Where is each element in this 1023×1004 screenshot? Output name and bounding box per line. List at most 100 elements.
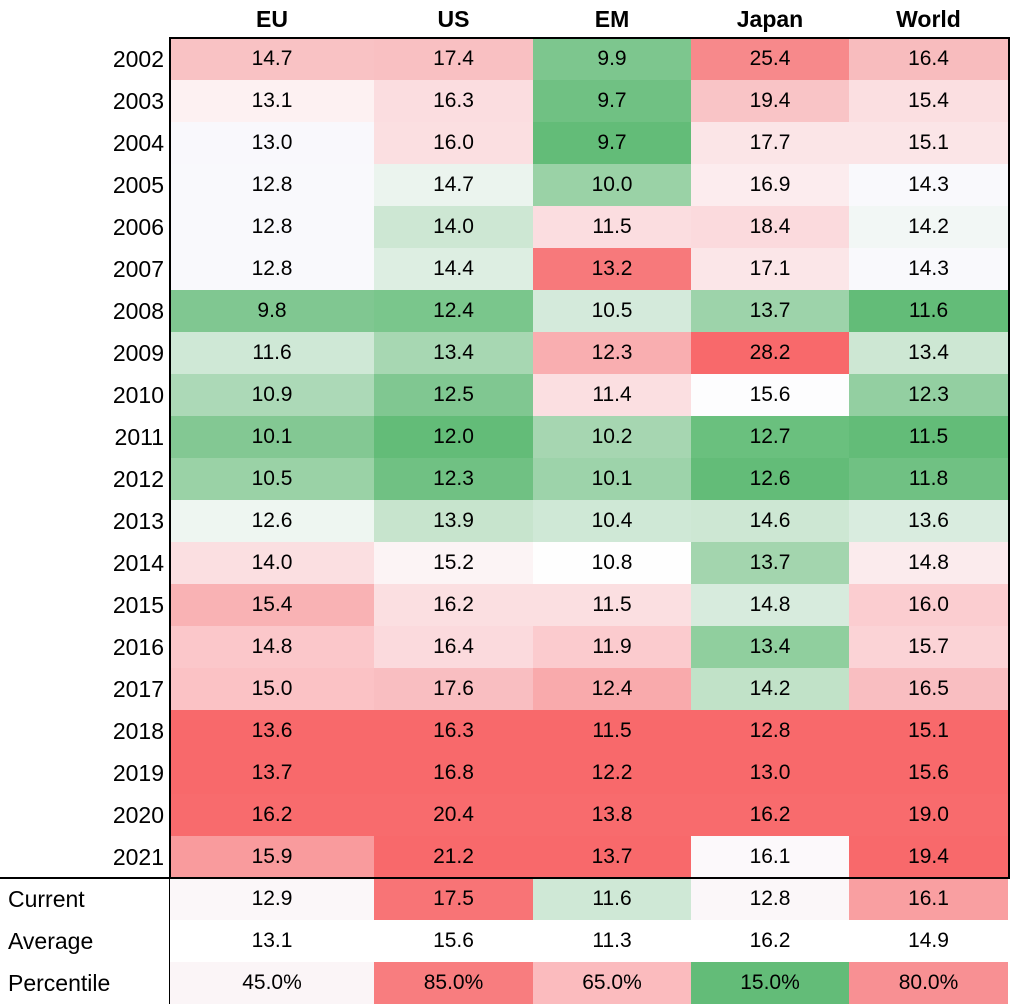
heatmap-cell: 16.4: [374, 626, 533, 668]
heatmap-cell: 12.8: [691, 710, 849, 752]
heatmap-cell: 28.2: [691, 332, 849, 374]
heatmap-cell: 15.1: [849, 122, 1008, 164]
heatmap-cell: 11.6: [849, 290, 1008, 332]
heatmap-cell: 12.3: [533, 332, 691, 374]
heatmap-cell: 10.8: [533, 542, 691, 584]
heatmap-cell: 12.7: [691, 416, 849, 458]
heatmap-cell: 12.2: [533, 752, 691, 794]
column-header-em: EM: [594, 6, 630, 32]
summary-cell: 45.0%: [170, 962, 374, 1004]
heatmap-cell: 9.7: [533, 122, 691, 164]
heatmap-cell: 10.4: [533, 500, 691, 542]
heatmap-cell: 14.8: [691, 584, 849, 626]
row-label-2004: 2004: [112, 130, 164, 156]
heatmap-cell: 11.4: [533, 374, 691, 416]
summary-label-current: Current: [8, 886, 85, 912]
row-label-2003: 2003: [112, 88, 164, 114]
heatmap-cell: 16.2: [170, 794, 374, 836]
heatmap-cell: 13.7: [691, 290, 849, 332]
heatmap-cell: 15.4: [849, 80, 1008, 122]
row-label-2017: 2017: [112, 676, 164, 702]
heatmap-cell: 12.6: [691, 458, 849, 500]
heatmap-cell: 11.5: [533, 710, 691, 752]
heatmap-cell: 13.2: [533, 248, 691, 290]
heatmap-cell: 19.4: [691, 80, 849, 122]
heatmap-cell: 10.5: [533, 290, 691, 332]
heatmap-cell: 16.2: [374, 584, 533, 626]
heatmap-cell: 21.2: [374, 836, 533, 878]
heatmap-cell: 11.9: [533, 626, 691, 668]
summary-cell: 12.9: [170, 878, 374, 920]
heatmap-cell: 16.3: [374, 80, 533, 122]
heatmap-cell: 13.4: [849, 332, 1008, 374]
table-border-left: [169, 37, 171, 878]
column-header-world: World: [896, 6, 961, 32]
summary-cell: 15.0%: [691, 962, 849, 1004]
heatmap-cell: 13.8: [533, 794, 691, 836]
heatmap-cell: 16.4: [849, 38, 1008, 80]
heatmap-cell: 10.9: [170, 374, 374, 416]
row-label-2006: 2006: [112, 214, 164, 240]
heatmap-cell: 13.4: [374, 332, 533, 374]
table-border-right: [1008, 37, 1010, 878]
heatmap-cell: 15.6: [849, 752, 1008, 794]
heatmap-cell: 14.3: [849, 164, 1008, 206]
heatmap-cell: 16.2: [691, 794, 849, 836]
summary-cell: 17.5: [374, 878, 533, 920]
heatmap-cell: 11.5: [533, 584, 691, 626]
heatmap-cell: 13.0: [170, 122, 374, 164]
row-label-2021: 2021: [112, 844, 164, 870]
summary-cell: 13.1: [170, 920, 374, 962]
summary-cell: 65.0%: [533, 962, 691, 1004]
heatmap-cell: 13.6: [170, 710, 374, 752]
heatmap-cell: 14.7: [170, 38, 374, 80]
heatmap-cell: 14.8: [170, 626, 374, 668]
row-label-2018: 2018: [112, 718, 164, 744]
heatmap-cell: 15.2: [374, 542, 533, 584]
heatmap-cell: 15.9: [170, 836, 374, 878]
row-label-2019: 2019: [112, 760, 164, 786]
heatmap-cell: 9.8: [170, 290, 374, 332]
heatmap-cell: 16.5: [849, 668, 1008, 710]
summary-label-percentile: Percentile: [8, 970, 111, 996]
heatmap-cell: 17.1: [691, 248, 849, 290]
heatmap-cell: 12.0: [374, 416, 533, 458]
heatmap-cell: 25.4: [691, 38, 849, 80]
heatmap-cell: 13.1: [170, 80, 374, 122]
row-label-2008: 2008: [112, 298, 164, 324]
heatmap-cell: 14.8: [849, 542, 1008, 584]
summary-cell: 85.0%: [374, 962, 533, 1004]
heatmap-cell: 15.1: [849, 710, 1008, 752]
heatmap-cell: 9.7: [533, 80, 691, 122]
heatmap-cell: 15.0: [170, 668, 374, 710]
heatmap-cell: 16.1: [691, 836, 849, 878]
heatmap-cell: 18.4: [691, 206, 849, 248]
heatmap-cell: 11.8: [849, 458, 1008, 500]
heatmap-cell: 12.8: [170, 206, 374, 248]
heatmap-cell: 16.3: [374, 710, 533, 752]
heatmap-cell: 12.8: [170, 164, 374, 206]
column-header-japan: Japan: [736, 6, 804, 32]
heatmap-cell: 10.5: [170, 458, 374, 500]
heatmap-cell: 16.8: [374, 752, 533, 794]
row-label-2009: 2009: [112, 340, 164, 366]
row-label-2020: 2020: [112, 802, 164, 828]
heatmap-cell: 12.3: [374, 458, 533, 500]
heatmap-cell: 12.6: [170, 500, 374, 542]
summary-cell: 15.6: [374, 920, 533, 962]
heatmap-cell: 12.4: [533, 668, 691, 710]
heatmap-cell: 13.4: [691, 626, 849, 668]
heatmap-cell: 17.7: [691, 122, 849, 164]
summary-left-border: [169, 878, 170, 1004]
heatmap-cell: 13.7: [533, 836, 691, 878]
summary-cell: 12.8: [691, 878, 849, 920]
summary-label-average: Average: [8, 928, 94, 954]
heatmap-cell: 9.9: [533, 38, 691, 80]
heatmap-cell: 14.4: [374, 248, 533, 290]
heatmap-cell: 14.0: [170, 542, 374, 584]
heatmap-cell: 11.6: [170, 332, 374, 374]
summary-cell: 11.3: [533, 920, 691, 962]
row-label-2007: 2007: [112, 256, 164, 282]
heatmap-cell: 14.7: [374, 164, 533, 206]
heatmap-cell: 11.5: [533, 206, 691, 248]
